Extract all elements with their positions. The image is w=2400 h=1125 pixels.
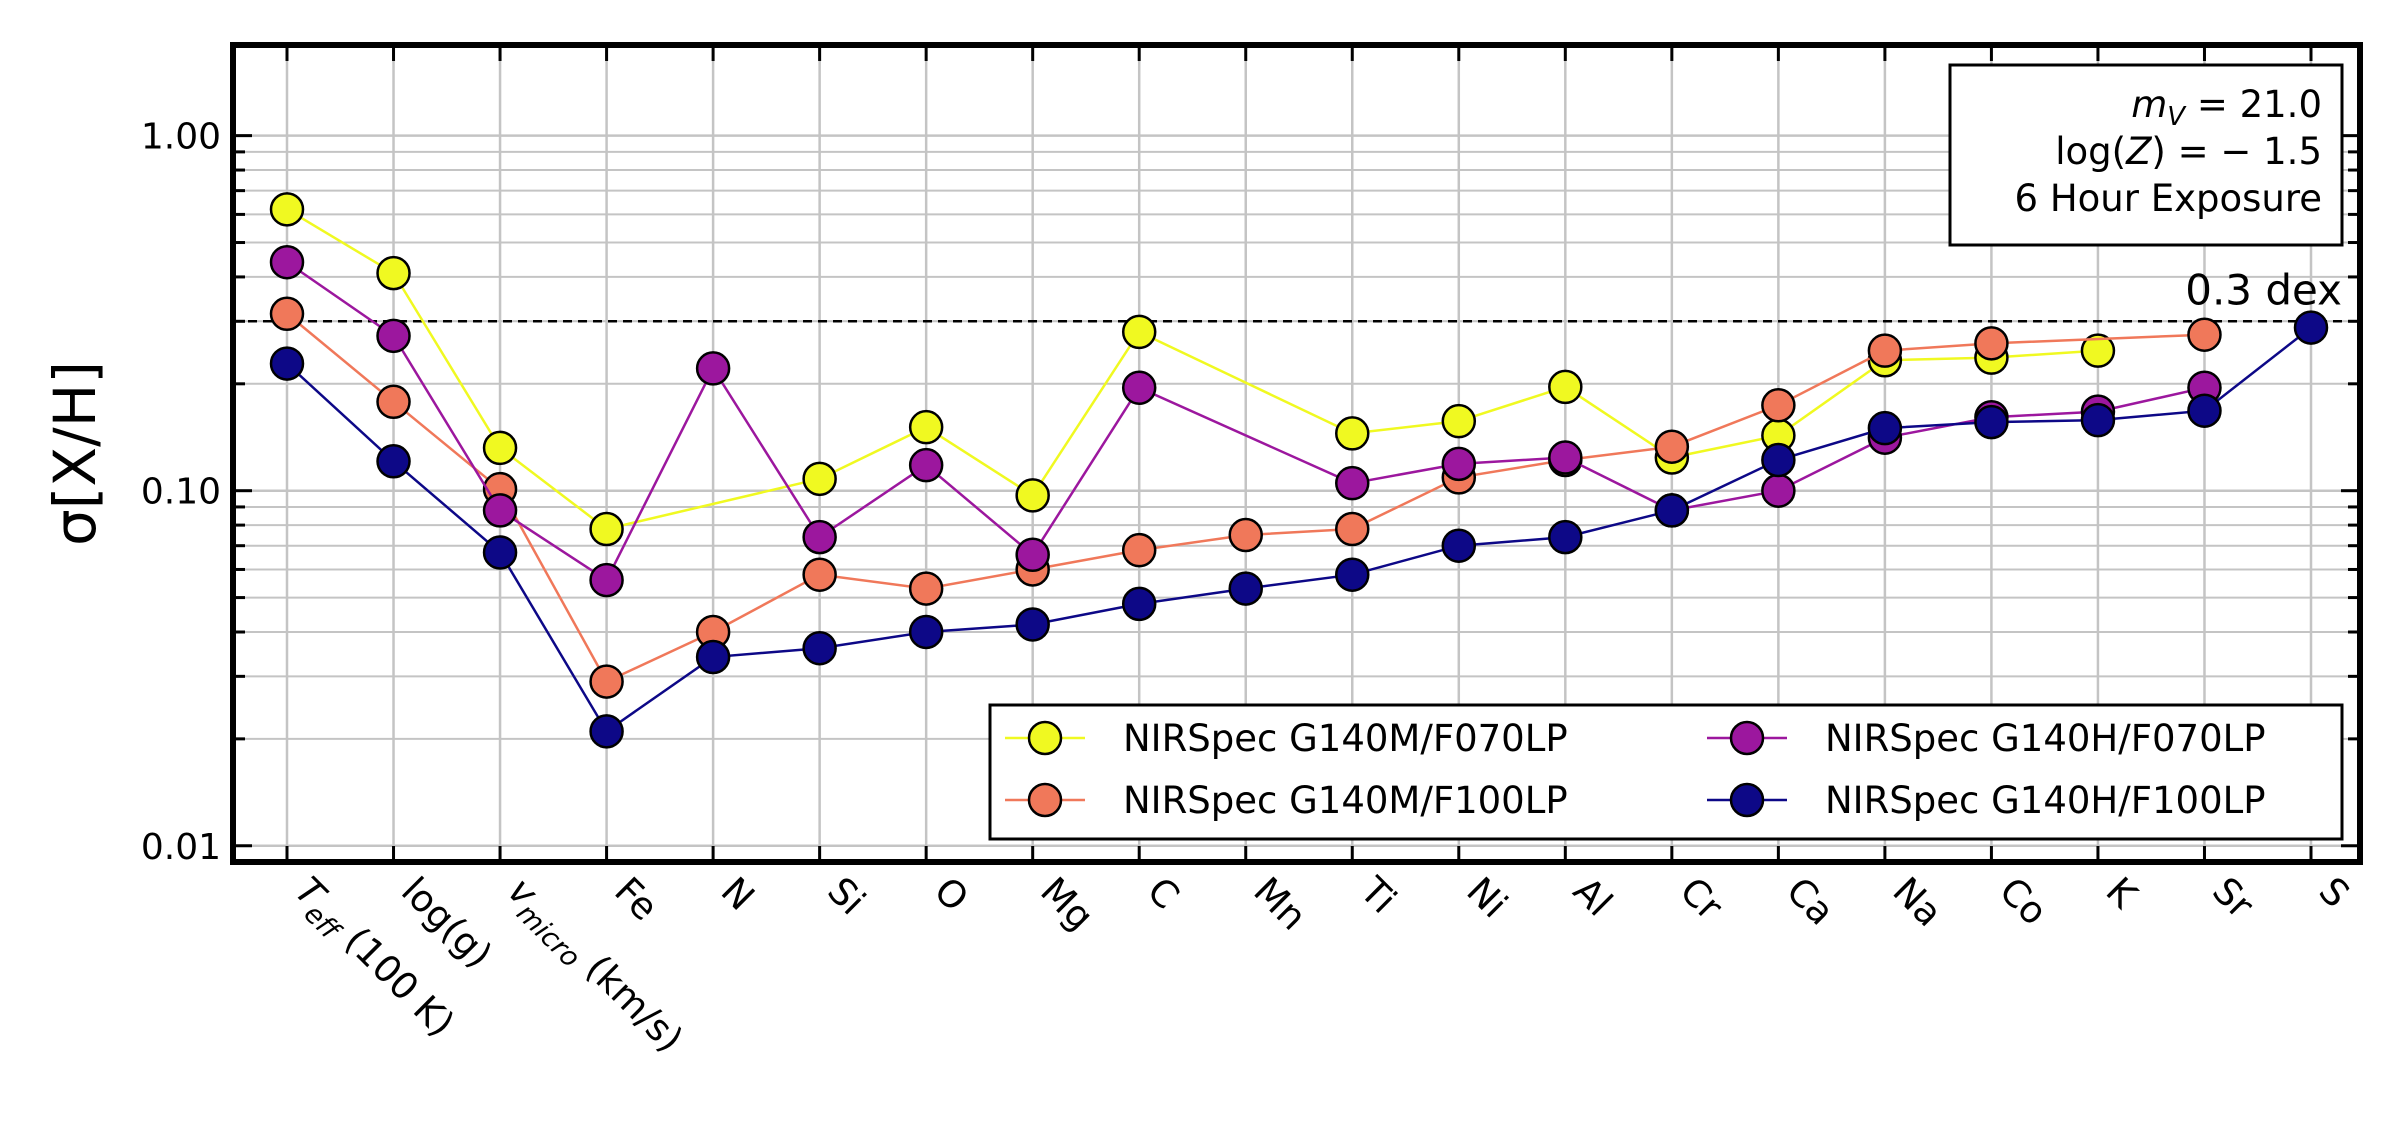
data-point: [1121, 314, 1157, 350]
data-point: [1761, 442, 1796, 478]
legend-label: NIRSpec G140M/F070LP: [1123, 717, 1568, 760]
annotation-line: 6 Hour Exposure: [2015, 177, 2322, 220]
data-point: [1015, 607, 1050, 642]
series-4: [269, 310, 2329, 749]
data-point: [1654, 493, 1690, 528]
data-point: [269, 296, 305, 332]
data-point: [1228, 571, 1263, 606]
data-point: [2187, 393, 2222, 428]
data-point: [802, 519, 837, 555]
data-point: [1335, 416, 1370, 451]
data-point: [482, 535, 518, 570]
legend-marker: [1027, 782, 1063, 818]
data-point: [1441, 403, 1477, 439]
legend: NIRSpec G140M/F070LP NIRSpec G140M/F100LP…: [988, 703, 2344, 841]
data-point: [1974, 326, 2009, 361]
data-point: [376, 384, 411, 420]
data-point: [1548, 440, 1583, 475]
annotation-frame: [1948, 63, 2344, 247]
data-point: [1015, 537, 1050, 573]
data-point: [1867, 333, 1903, 368]
data-point: [1335, 465, 1370, 501]
reference-line-label: 0.3 dex: [2185, 265, 2342, 314]
data-point: [1228, 517, 1263, 553]
data-point: [1335, 511, 1370, 547]
data-point: [1654, 429, 1690, 464]
series-group: [269, 192, 2329, 749]
series-line: [286, 312, 2205, 684]
y-tick-label: 1.00: [141, 117, 221, 158]
data-point: [802, 630, 837, 666]
data-point: [482, 430, 518, 466]
data-point: [1121, 370, 1157, 405]
data-point: [2080, 402, 2116, 438]
data-point: [1121, 586, 1157, 622]
data-point: [269, 244, 305, 280]
legend-item: NIRSpec G140M/F100LP: [1005, 779, 1568, 822]
data-point: [908, 409, 944, 445]
data-point: [1441, 446, 1477, 482]
data-point: [1441, 528, 1477, 563]
reference-line-group: 0.3 dex: [233, 265, 2360, 323]
series-line: [286, 326, 2312, 734]
data-point: [376, 444, 411, 479]
series-line: [286, 208, 2099, 531]
legend-label: NIRSpec G140M/F100LP: [1123, 779, 1568, 822]
data-point: [1867, 410, 1903, 446]
data-point: [1974, 404, 2009, 440]
series-2: [269, 296, 2222, 699]
data-point: [1548, 369, 1583, 405]
data-point: [376, 318, 411, 354]
y-tick-label: 0.10: [141, 472, 221, 513]
data-point: [695, 639, 731, 675]
data-point: [1761, 473, 1796, 508]
data-point: [589, 664, 624, 699]
data-point: [2293, 310, 2329, 345]
data-point: [589, 562, 624, 598]
legend-item: NIRSpec G140M/F070LP: [1005, 717, 1568, 760]
data-point: [908, 447, 944, 483]
data-point: [1335, 557, 1370, 592]
legend-item: NIRSpec G140H/F100LP: [1707, 779, 2266, 822]
data-point: [1548, 519, 1583, 555]
data-point: [589, 511, 624, 547]
data-point: [2080, 333, 2116, 368]
legend-marker: [1729, 720, 1765, 756]
legend-label: NIRSpec G140H/F070LP: [1825, 717, 2266, 760]
legend-marker: [1729, 782, 1765, 818]
data-point: [908, 614, 944, 650]
plot-frame: [230, 42, 2363, 865]
annotation-line: mV = 21.0: [2131, 83, 2322, 132]
legend-frame: [988, 703, 2344, 841]
series-line: [286, 261, 2205, 582]
data-point: [1015, 478, 1050, 513]
data-point: [2187, 317, 2222, 352]
annotation-line: log(Z) = − 1.5: [2055, 130, 2322, 173]
data-point: [589, 714, 624, 749]
data-point: [802, 557, 837, 592]
legend-marker: [1027, 720, 1063, 756]
data-point: [802, 461, 837, 497]
data-point: [695, 351, 731, 386]
y-axis-label: σ[X/H]: [41, 361, 109, 546]
data-point: [376, 255, 411, 291]
legend-label: NIRSpec G140H/F100LP: [1825, 779, 2266, 822]
data-point: [908, 571, 944, 606]
data-point: [1121, 532, 1157, 568]
y-tick-label: 0.01: [141, 827, 221, 868]
data-point: [269, 346, 305, 381]
data-point: [1761, 388, 1796, 423]
data-point: [482, 493, 518, 528]
legend-item: NIRSpec G140H/F070LP: [1707, 717, 2266, 760]
data-point: [269, 192, 305, 227]
series-1: [269, 192, 2116, 547]
